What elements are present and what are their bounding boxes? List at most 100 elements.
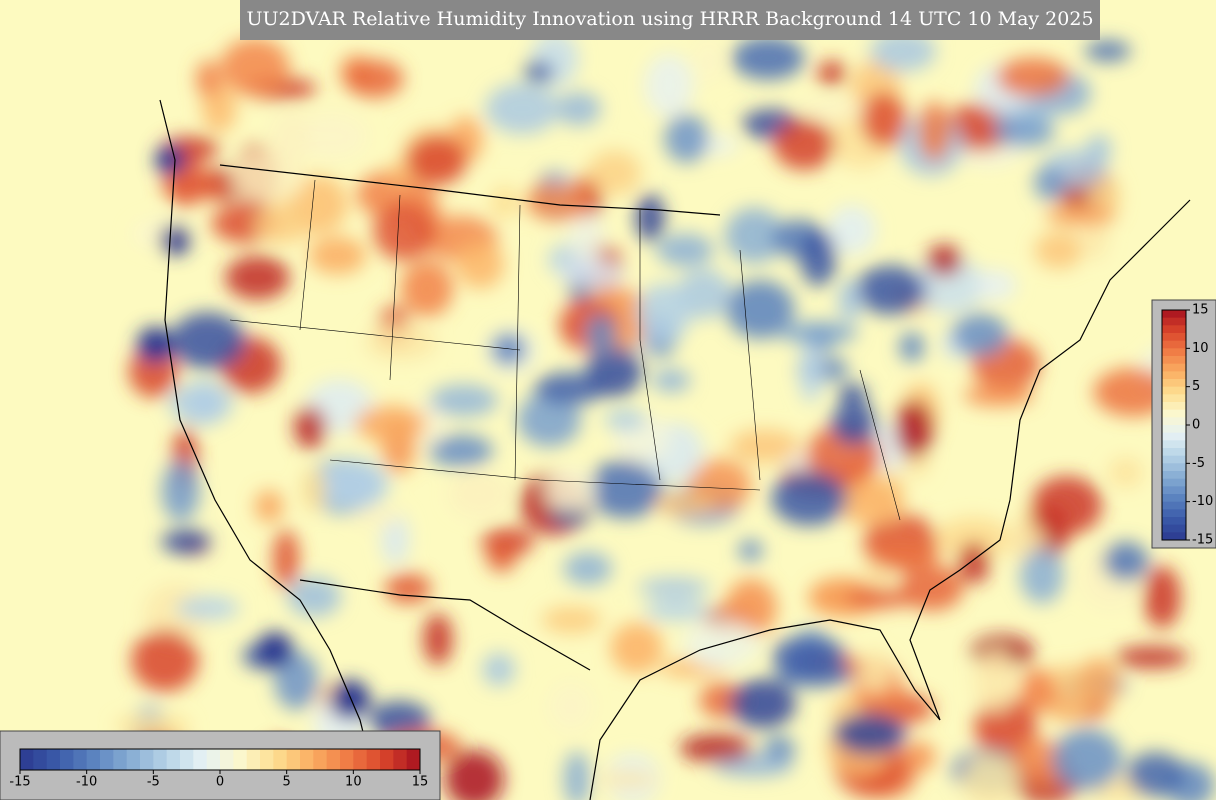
field-blob <box>1031 476 1103 535</box>
field-blob <box>974 696 1037 759</box>
canada-border <box>219 164 721 216</box>
colorbar-swatch <box>366 749 381 770</box>
colorbar-swatch <box>300 749 314 770</box>
colorbar-swatch <box>1162 348 1186 357</box>
pacific-coast <box>159 99 381 800</box>
field-blob <box>926 244 962 277</box>
field-blob <box>301 467 326 513</box>
ocean-blob <box>155 145 185 175</box>
field-blob <box>428 434 494 468</box>
field-blob <box>176 596 240 621</box>
field-blob <box>523 61 554 83</box>
field-blob <box>1019 668 1056 713</box>
field-blob <box>1084 40 1131 62</box>
field-blob <box>225 255 290 300</box>
field-blob <box>799 229 837 287</box>
field-blob <box>161 171 232 201</box>
field-blob <box>406 135 467 186</box>
field-blob <box>354 405 427 443</box>
colorbar-swatch <box>33 749 48 770</box>
field-blob <box>604 409 646 431</box>
colorbar-swatch <box>380 749 394 770</box>
state-lines <box>229 179 901 521</box>
field-blob <box>534 372 606 405</box>
colorbar-swatch <box>73 749 88 770</box>
field-blob <box>779 321 858 345</box>
colorbar-swatch <box>1162 524 1186 533</box>
field-blob <box>1051 728 1123 791</box>
field-blob <box>1115 646 1189 669</box>
colorbar-swatch <box>1162 340 1186 349</box>
colorbar-swatch <box>220 749 234 770</box>
colorbar-swatch <box>180 749 194 770</box>
field-blob <box>586 313 617 354</box>
colorbar-swatch <box>340 749 354 770</box>
colorbar-swatch <box>1162 356 1186 365</box>
field-blob <box>900 564 964 611</box>
field-blob <box>651 368 691 393</box>
field-blob <box>131 629 199 692</box>
field-blob <box>738 539 763 562</box>
field-blob <box>373 202 436 261</box>
field-blob <box>773 118 836 171</box>
field-blob <box>429 384 498 417</box>
colorbar-swatch <box>1162 317 1186 326</box>
colorbar-swatch <box>1162 333 1186 342</box>
colorbar-swatch <box>20 749 34 770</box>
field-blob <box>637 283 692 343</box>
field-blob <box>963 384 1034 407</box>
field-blob <box>935 517 1012 560</box>
field-blob <box>287 576 341 617</box>
colorbar-swatch <box>1162 402 1186 411</box>
field-blob <box>837 279 862 323</box>
field-blob <box>854 265 927 315</box>
colorbar-tick-label: 10 <box>345 775 362 790</box>
gulf-coast <box>589 499 1011 800</box>
colorbar-tick-label: -15 <box>9 775 30 790</box>
field-blob <box>525 182 593 221</box>
field-blob <box>895 400 934 458</box>
field-blob <box>654 493 717 516</box>
colorbar-swatch <box>233 749 248 770</box>
field-blob <box>1143 566 1181 629</box>
field-blob <box>352 505 402 527</box>
field-blob <box>220 38 290 97</box>
colorbar-swatch <box>1162 471 1186 480</box>
colorbar-swatch <box>1162 532 1186 541</box>
field-blob <box>482 652 516 687</box>
field-blob <box>486 538 517 573</box>
field-blob <box>271 112 311 162</box>
colorbar-swatch <box>260 749 274 770</box>
colorbar-swatch <box>1162 425 1186 434</box>
colorbar-swatch <box>326 749 341 770</box>
field-blob <box>449 471 509 517</box>
field-blob <box>833 712 907 755</box>
field-blob <box>656 233 714 267</box>
field-blob <box>423 613 453 666</box>
colorbar-tick-label: -5 <box>1192 456 1205 471</box>
field-blob <box>729 429 801 464</box>
field-blob <box>643 599 711 621</box>
field-blob <box>345 59 404 98</box>
field-blob <box>272 529 300 589</box>
field-blob <box>975 269 1017 301</box>
field-blob <box>838 383 868 407</box>
colorbar-swatch <box>1162 463 1186 472</box>
colorbar-swatch <box>286 749 301 770</box>
field-blob <box>860 92 907 148</box>
colorbar-swatch <box>1162 394 1186 403</box>
colorbar-swatch <box>1162 501 1186 510</box>
field-blob <box>679 733 752 763</box>
colorbar-swatch <box>393 749 408 770</box>
colorbar-swatch <box>1162 448 1186 457</box>
ocean-blob <box>257 632 293 668</box>
map-title: UU2DVAR Relative Humidity Innovation usi… <box>246 8 1093 30</box>
colorbar-swatch <box>1162 517 1186 526</box>
field-blob <box>1033 165 1066 201</box>
ocean-blob <box>137 327 173 363</box>
field-blob <box>1103 541 1149 582</box>
colorbar-swatch <box>1162 371 1186 380</box>
field-blob <box>798 342 824 403</box>
colorbar-tick-label: 15 <box>412 775 429 790</box>
field-blob <box>800 99 877 121</box>
